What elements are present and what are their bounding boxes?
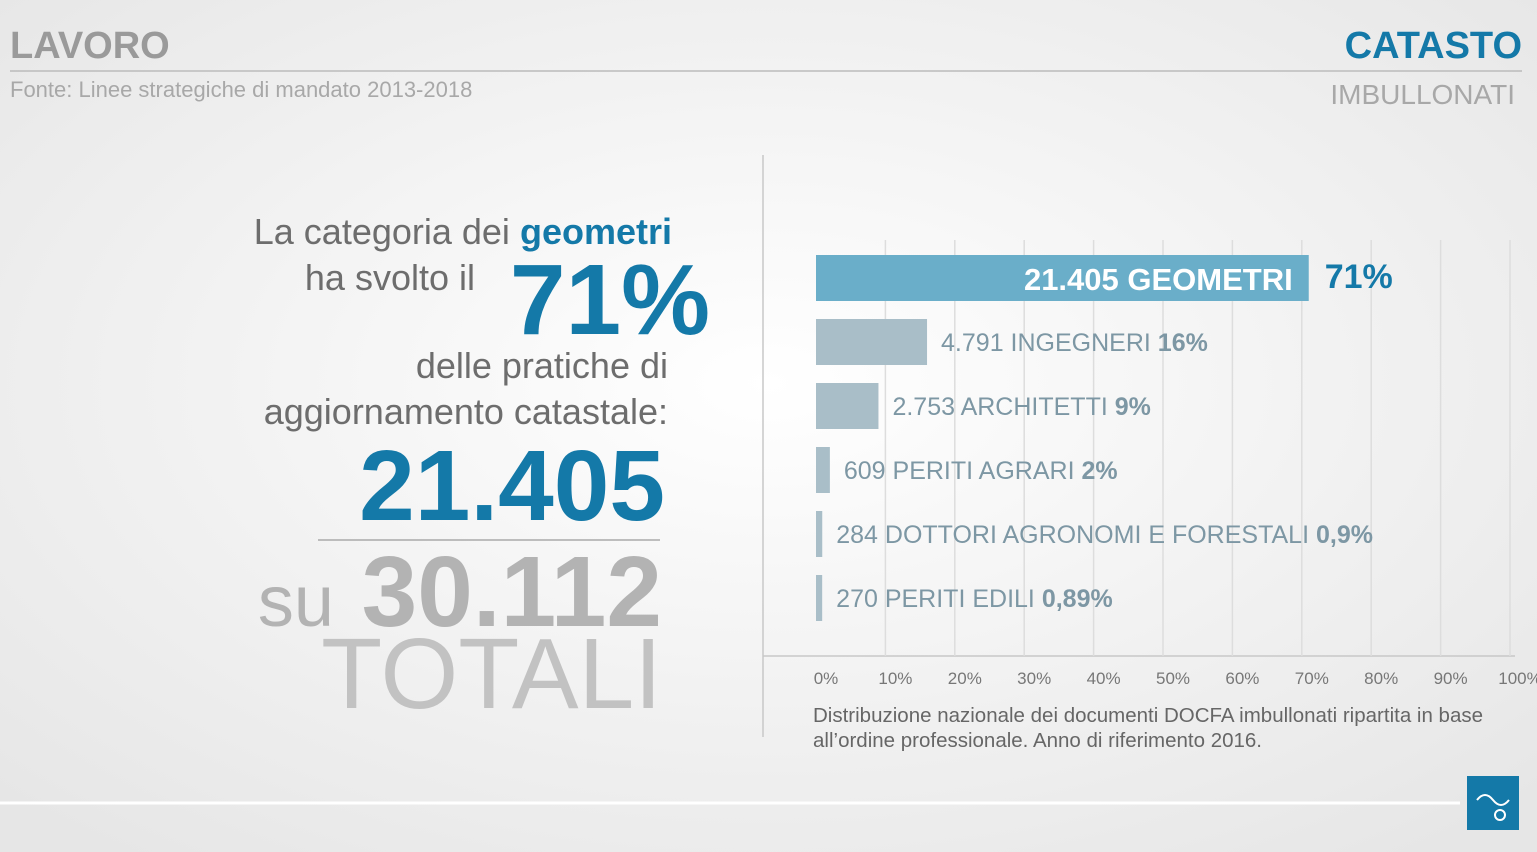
x-tick-label: 50% [1156, 669, 1190, 688]
intro-text: ha svolto il [305, 257, 475, 298]
category-label: 2.753 ARCHITETTI [892, 393, 1107, 421]
total-prefix: su [258, 562, 334, 642]
bar [816, 255, 1309, 301]
x-tick-label: 40% [1087, 669, 1121, 688]
intro-text: delle pratiche di [416, 345, 668, 386]
value-label: 16% [1158, 329, 1208, 357]
category-label: 284 DOTTORI AGRONOMI E FORESTALI [836, 521, 1309, 549]
big-percent: 71% [510, 244, 710, 356]
x-tick-label: 70% [1295, 669, 1329, 688]
bar [816, 319, 928, 365]
logo [1467, 776, 1519, 830]
bar [816, 511, 823, 557]
value-label: 0,9% [1316, 521, 1373, 549]
intro-text: La categoria dei [254, 211, 510, 252]
subtopic: IMBULLONATI [1330, 79, 1515, 110]
bar-label: 4.791 INGEGNERI 16% [941, 329, 1208, 357]
value-label: 2% [1081, 457, 1117, 485]
bar-chart: 0% 10% 20% 30% 40% 50% 60% 70% 80% 90% 100% 21.405 … [814, 240, 1537, 688]
category-label: 270 PERITI EDILI [836, 585, 1035, 613]
category-label: 21.405 GEOMETRI [1024, 262, 1293, 297]
x-tick-label: 20% [948, 669, 982, 688]
total: 30.112 [362, 536, 662, 648]
intro-highlight: geometri [520, 211, 672, 252]
category-label: 4.791 INGEGNERI [941, 329, 1151, 357]
x-tick-label: 80% [1364, 669, 1398, 688]
value-label: 9% [1115, 393, 1151, 421]
value-label: 71% [1325, 258, 1393, 296]
x-tick-label: 0% [814, 669, 839, 688]
caption: Distribuzione nazionale dei documenti DO… [813, 704, 1484, 752]
category-label: 609 PERITI AGRARI [844, 457, 1075, 485]
x-tick-label: 100% [1498, 669, 1537, 688]
x-tick-label: 30% [1017, 669, 1051, 688]
source: Fonte: Linee strategiche di mandato 2013… [10, 77, 472, 102]
value-label: 0,89% [1042, 585, 1113, 613]
bar [816, 383, 879, 429]
intro-line: La categoria dei geometri [254, 211, 672, 252]
caption-box: Distribuzione nazionale dei documenti DO… [813, 704, 1484, 752]
bar-label: 284 DOTTORI AGRONOMI E FORESTALI 0,9% [836, 521, 1373, 549]
topic: CATASTO [1345, 25, 1522, 67]
total-line: su 30.112 [258, 536, 662, 648]
x-tick-label: 60% [1225, 669, 1259, 688]
total-suffix: TOTALI [321, 618, 662, 730]
intro-text: aggiornamento catastale: [264, 391, 668, 432]
section-title: LAVORO [10, 25, 170, 67]
x-tick-label: 10% [878, 669, 912, 688]
bar [816, 447, 830, 493]
x-tick-label: 90% [1434, 669, 1468, 688]
big-count: 21.405 [359, 430, 665, 542]
bar-label: 270 PERITI EDILI 0,89% [836, 585, 1113, 613]
bar [816, 575, 823, 621]
bar-label: 609 PERITI AGRARI 2% [844, 457, 1118, 485]
bar-label: 2.753 ARCHITETTI 9% [892, 393, 1150, 421]
